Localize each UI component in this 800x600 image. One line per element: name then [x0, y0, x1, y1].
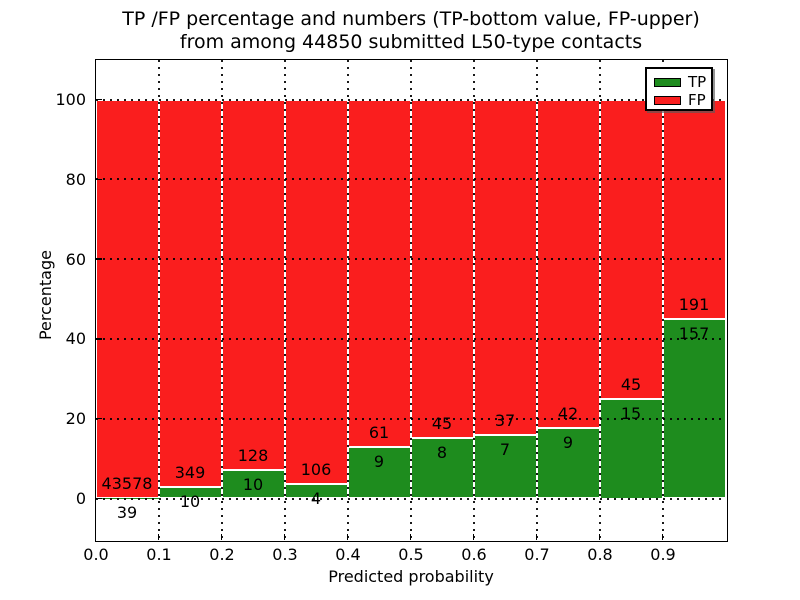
- v-gridline: [283, 59, 286, 540]
- y-tick-mark: [95, 258, 102, 260]
- tp-count-label: 8: [436, 443, 448, 463]
- fp-bar-segment: [158, 99, 222, 488]
- fp-bar-segment: [662, 99, 726, 319]
- y-tick-mark: [95, 98, 102, 101]
- legend-entry-fp: FP: [654, 92, 711, 109]
- v-gridline: [472, 59, 475, 540]
- tp-count-label: 10: [179, 492, 201, 512]
- tp-count-label: 7: [499, 440, 511, 460]
- x-tick-label: 0.3: [272, 545, 298, 564]
- fp-count-label: 42: [557, 404, 579, 424]
- tp-count-label: 39: [116, 503, 138, 523]
- y-tick-mark: [95, 497, 102, 500]
- legend-label-fp: FP: [688, 91, 706, 109]
- x-tick-label: 0.2: [209, 545, 235, 564]
- fp-count-label: 106: [300, 459, 332, 479]
- x-tick-mark: [157, 533, 160, 540]
- x-tick-mark: [220, 533, 223, 540]
- plot-area: 43578 39 349 10 128 10 106 4 61 9 45 8 37 7 42 9 45 15 191…: [94, 58, 728, 542]
- tp-bar-segment: [536, 428, 600, 499]
- x-tick-mark: [661, 533, 664, 540]
- x-tick-mark: [409, 533, 412, 540]
- tp-count-label: 157: [678, 323, 710, 343]
- fp-color-swatch: [654, 96, 681, 105]
- x-tick-label: 0.4: [335, 545, 361, 564]
- x-tick-label: 0.1: [146, 545, 172, 564]
- x-tick-mark: [472, 533, 475, 540]
- y-tick-mark: [95, 338, 102, 340]
- fp-count-label: 349: [174, 463, 206, 483]
- x-tick-mark: [94, 533, 97, 540]
- v-gridline: [409, 59, 412, 540]
- x-axis-label: Predicted probability: [328, 567, 494, 586]
- ticks-layer: [94, 60, 726, 540]
- fp-count-label: 43578: [101, 474, 153, 494]
- fp-bar-segment: [95, 99, 159, 499]
- chart-title-line1: TP /FP percentage and numbers (TP-bottom…: [122, 8, 700, 30]
- tp-count-label: 4: [310, 488, 322, 508]
- v-gridline: [157, 59, 160, 540]
- x-tick-label: 0.8: [587, 545, 613, 564]
- tp-bar-segment: [410, 438, 474, 499]
- legend-entry-tp: TP: [654, 74, 711, 91]
- v-gridline: [661, 59, 664, 540]
- v-gridline: [346, 59, 349, 540]
- x-tick-label: 0.7: [524, 545, 550, 564]
- y-tick-mark: [95, 178, 102, 181]
- tp-count-label: 9: [373, 452, 385, 472]
- y-tick-label: 0: [75, 489, 86, 508]
- x-tick-mark: [283, 533, 286, 540]
- tp-count-label: 9: [562, 433, 574, 453]
- grid-layer: [95, 59, 726, 540]
- x-tick-label: 0.0: [83, 545, 109, 564]
- fp-count-label: 128: [237, 445, 269, 465]
- y-tick-label: 100: [55, 90, 86, 109]
- x-tick-label: 0.5: [398, 545, 424, 564]
- x-tick-mark: [598, 533, 601, 540]
- fp-count-label: 45: [620, 374, 642, 394]
- tp-count-label: 10: [242, 474, 264, 494]
- y-tick-label: 80: [65, 169, 86, 189]
- x-tick-mark: [346, 533, 349, 540]
- x-tick-label: 0.6: [461, 545, 487, 564]
- x-tick-label: 0.9: [650, 545, 676, 564]
- tp-bar-segment: [221, 469, 285, 499]
- y-tick-label: 60: [65, 249, 86, 269]
- annotations-layer: 43578 39 349 10 128 10 106 4 61 9 45 8 37 7 42 9 45 15 191…: [96, 60, 726, 540]
- y-tick-label: 20: [65, 409, 86, 429]
- v-gridline: [220, 59, 223, 540]
- y-tick-label: 40: [65, 329, 86, 349]
- x-tick-mark: [535, 533, 538, 540]
- fp-count-label: 61: [368, 423, 390, 443]
- tp-color-swatch: [654, 78, 681, 87]
- y-tick-mark: [95, 417, 102, 420]
- tp-bar-segment: [662, 318, 726, 499]
- tp-count-label: 15: [620, 403, 642, 423]
- legend-label-tp: TP: [688, 73, 707, 91]
- fp-count-label: 37: [494, 411, 516, 431]
- chart-title-line2: from among 44850 submitted L50-type cont…: [179, 31, 643, 53]
- v-gridline: [598, 59, 601, 540]
- fp-count-label: 191: [678, 294, 710, 314]
- chart-title: TP /FP percentage and numbers (TP-bottom…: [96, 8, 726, 54]
- legend: TP FP: [645, 67, 713, 111]
- fp-count-label: 45: [431, 414, 453, 434]
- v-gridline: [535, 59, 538, 540]
